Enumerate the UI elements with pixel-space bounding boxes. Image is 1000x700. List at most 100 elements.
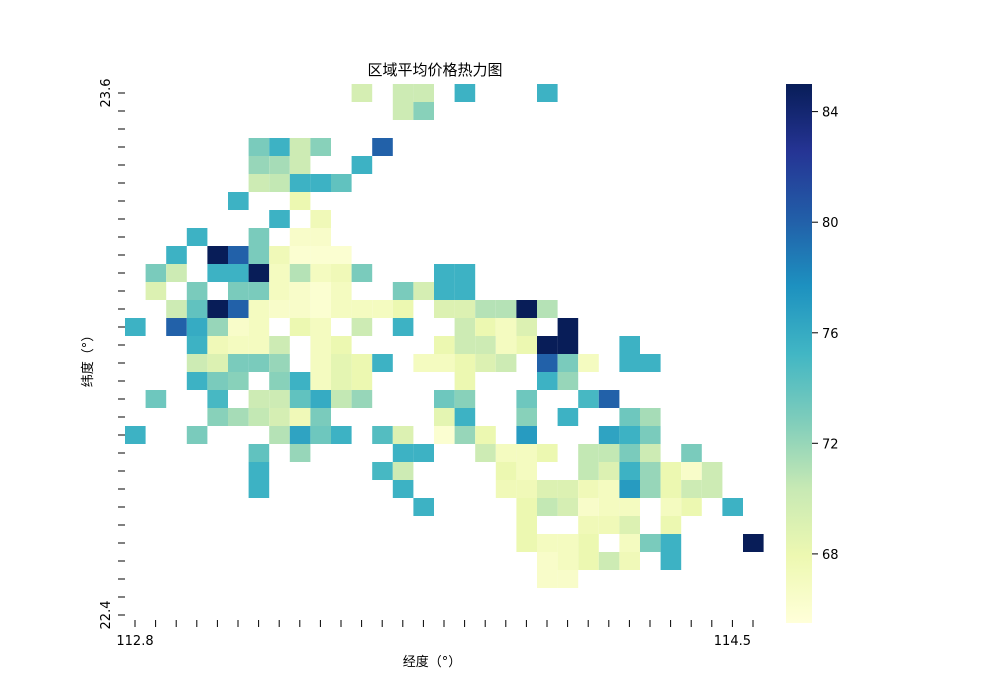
heatmap-cell bbox=[289, 282, 311, 300]
heatmap-cell bbox=[351, 318, 373, 336]
heatmap-cell bbox=[289, 408, 311, 426]
heatmap-cell bbox=[537, 300, 558, 318]
heatmap-cell bbox=[681, 498, 702, 516]
heatmap-cell bbox=[125, 426, 146, 444]
heatmap-cell bbox=[578, 480, 599, 498]
chart-title: 区域平均价格热力图 bbox=[367, 61, 502, 79]
heatmap-cell bbox=[310, 282, 331, 300]
heatmap-cell bbox=[289, 192, 311, 210]
heatmap-cell bbox=[310, 390, 331, 408]
heatmap-cell bbox=[557, 354, 579, 372]
colorbar: 68 72 76 80 84 bbox=[786, 84, 839, 623]
heatmap-cell bbox=[228, 318, 249, 336]
heatmap-cell bbox=[351, 354, 373, 372]
heatmap-cell bbox=[454, 84, 476, 102]
heatmap-cell bbox=[454, 408, 476, 426]
heatmap-cell bbox=[454, 354, 476, 372]
colorbar-tick-label: 72 bbox=[822, 437, 839, 452]
heatmap-cell bbox=[145, 264, 167, 282]
heatmap-cell bbox=[248, 264, 270, 282]
heatmap-cell bbox=[392, 282, 414, 300]
heatmap-cell bbox=[537, 444, 558, 462]
heatmap-cell bbox=[557, 408, 579, 426]
heatmap-cell bbox=[681, 462, 702, 480]
heatmap-cell bbox=[640, 462, 661, 480]
heatmap-cell bbox=[537, 480, 558, 498]
heatmap-cell bbox=[269, 264, 290, 282]
heatmap-cell bbox=[248, 228, 270, 246]
colorbar-tick-label: 84 bbox=[822, 106, 839, 121]
heatmap-cell bbox=[310, 300, 331, 318]
heatmap-cell bbox=[557, 336, 579, 354]
heatmap-cell bbox=[454, 372, 476, 390]
heatmap-cell bbox=[516, 516, 537, 534]
colorbar-tick-label: 68 bbox=[822, 548, 839, 563]
heatmap-cell bbox=[372, 426, 393, 444]
heatmap-cell bbox=[516, 390, 537, 408]
heatmap-cell bbox=[598, 462, 620, 480]
heatmap-cell bbox=[248, 390, 270, 408]
heatmap-cell bbox=[248, 156, 270, 174]
heatmap-cell bbox=[516, 408, 537, 426]
heatmap-cell bbox=[454, 336, 476, 354]
heatmap-cell bbox=[228, 408, 249, 426]
heatmap-cell bbox=[598, 516, 620, 534]
heatmap-cell bbox=[228, 354, 249, 372]
heatmap-cell bbox=[681, 480, 702, 498]
heatmap-cell bbox=[598, 498, 620, 516]
heatmap-cell bbox=[269, 156, 290, 174]
heatmap-cell bbox=[269, 210, 290, 228]
heatmap-cell bbox=[289, 390, 311, 408]
heatmap-cell bbox=[413, 498, 434, 516]
heatmap-cell bbox=[228, 246, 249, 264]
heatmap-cell bbox=[434, 282, 455, 300]
heatmap-cell bbox=[557, 552, 579, 570]
heatmap-cell bbox=[269, 426, 290, 444]
heatmap-cell bbox=[248, 282, 270, 300]
heatmap-cell bbox=[660, 552, 682, 570]
heatmap-cell bbox=[413, 444, 434, 462]
heatmap-cell bbox=[289, 372, 311, 390]
heatmap-cell bbox=[166, 264, 187, 282]
heatmap-cell bbox=[289, 264, 311, 282]
heatmap-cell bbox=[578, 516, 599, 534]
heatmap-cell bbox=[392, 426, 414, 444]
heatmap-cell bbox=[516, 426, 537, 444]
heatmap-cell bbox=[207, 390, 228, 408]
heatmap-cell bbox=[331, 300, 352, 318]
heatmap-cell bbox=[310, 264, 331, 282]
heatmap-cell bbox=[125, 318, 146, 336]
heatmap-cell bbox=[186, 228, 208, 246]
heatmap-cell bbox=[351, 372, 373, 390]
heatmap-cell bbox=[516, 318, 537, 336]
heatmap-cell bbox=[372, 462, 393, 480]
heatmap-cell bbox=[145, 390, 167, 408]
heatmap-cell bbox=[701, 480, 723, 498]
heatmap-cell bbox=[413, 84, 434, 102]
heatmap-cell bbox=[248, 480, 270, 498]
heatmap-cell bbox=[619, 534, 640, 552]
heatmap-cell bbox=[660, 498, 682, 516]
heatmap-cell bbox=[392, 102, 414, 120]
heatmap-cell bbox=[475, 444, 496, 462]
heatmap-cell bbox=[351, 264, 373, 282]
heatmap-cell bbox=[640, 408, 661, 426]
heatmap-cell bbox=[557, 570, 579, 588]
heatmap-cell bbox=[598, 480, 620, 498]
heatmap-cell bbox=[660, 516, 682, 534]
heatmap-cell bbox=[434, 300, 455, 318]
heatmap-cell bbox=[619, 552, 640, 570]
heatmap-cell bbox=[475, 426, 496, 444]
heatmap-cell bbox=[331, 354, 352, 372]
heatmap-cell bbox=[537, 336, 558, 354]
heatmap-cell bbox=[207, 408, 228, 426]
heatmap-cell bbox=[351, 84, 373, 102]
x-tick-label: 112.8 bbox=[116, 634, 153, 649]
heatmap-cell bbox=[598, 426, 620, 444]
heatmap-cell bbox=[660, 480, 682, 498]
heatmap-cell bbox=[310, 336, 331, 354]
heatmap-cell bbox=[207, 318, 228, 336]
heatmap-cell bbox=[372, 138, 393, 156]
heatmap-cell bbox=[269, 282, 290, 300]
heatmap-cell bbox=[537, 570, 558, 588]
